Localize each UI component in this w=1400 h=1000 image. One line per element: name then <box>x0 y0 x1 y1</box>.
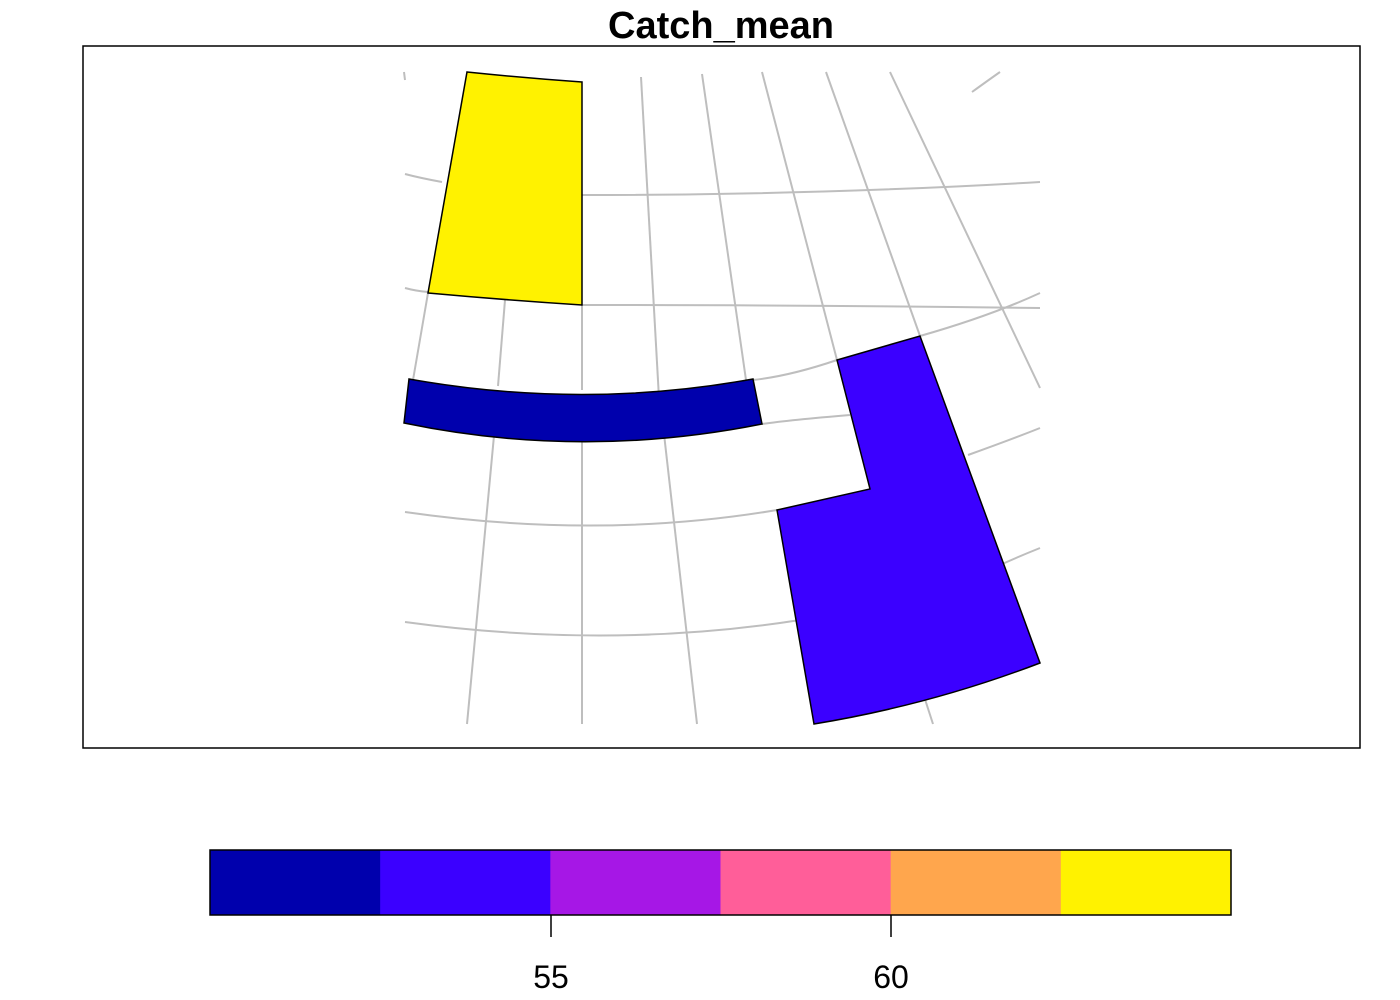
meridian-line <box>825 71 921 337</box>
parallel-line <box>999 547 1041 566</box>
map-frame <box>82 45 1361 749</box>
graticule-lines <box>403 71 1041 725</box>
legend-color-bin <box>720 850 892 915</box>
legend-color-bin <box>550 850 721 915</box>
legend-tick-label: 60 <box>873 959 909 995</box>
map-features <box>403 71 1041 725</box>
meridian-line <box>701 73 747 381</box>
parallel-line <box>919 292 1041 337</box>
legend-color-bin <box>890 850 1062 915</box>
meridian-line <box>497 299 506 387</box>
map-cell-yellow <box>427 71 583 306</box>
parallel-line <box>752 359 838 381</box>
legend-color-bin <box>210 850 381 915</box>
meridian-line <box>663 433 698 725</box>
parallel-line <box>761 414 851 425</box>
parallel-line <box>404 619 801 637</box>
map-cell-dark-blue-band <box>403 378 763 443</box>
meridian-line <box>761 71 838 361</box>
legend-color-bin <box>380 850 551 915</box>
parallel-line <box>967 427 1041 456</box>
color-legend: 55 60 <box>209 849 1232 995</box>
meridian-line <box>889 71 1041 389</box>
legend-frame <box>209 849 1232 916</box>
map-title: Catch_mean <box>608 5 834 47</box>
legend-tick-label: 55 <box>533 959 569 995</box>
parallel-line <box>581 304 1041 309</box>
meridian-line <box>412 292 429 381</box>
parallel-line <box>971 71 1001 93</box>
meridian-line <box>403 71 406 81</box>
parallel-line <box>404 509 778 527</box>
parallel-line <box>404 287 429 293</box>
meridian-line <box>640 76 662 435</box>
meridian-line <box>466 424 496 725</box>
legend-color-bin <box>1060 850 1232 915</box>
parallel-line <box>404 173 443 183</box>
map-cell-blue-l-shape <box>776 335 1041 725</box>
parallel-line <box>581 181 1041 196</box>
